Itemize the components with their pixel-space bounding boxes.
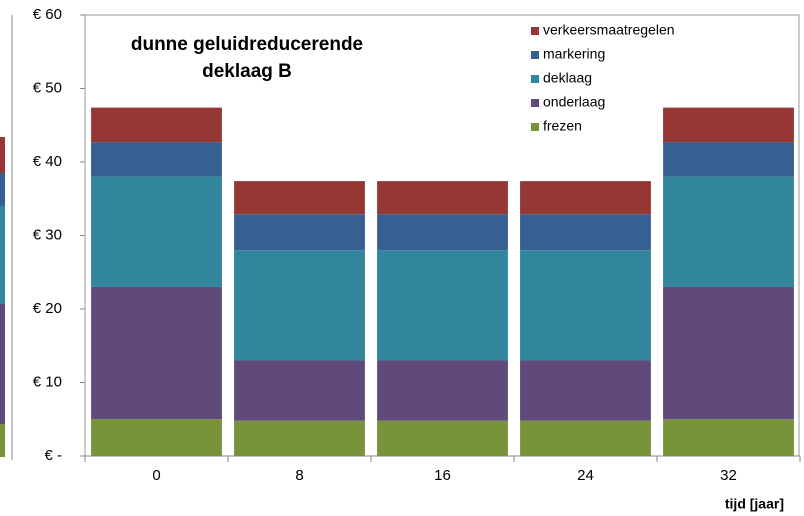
- bar-segment: [234, 250, 365, 361]
- y-tick-label: € 20: [33, 300, 62, 317]
- legend-swatch: [531, 51, 539, 59]
- x-tick-label: 24: [577, 467, 594, 484]
- bar-segment: [234, 360, 365, 421]
- bar-segment: [663, 286, 794, 420]
- x-tick-label: 0: [152, 467, 160, 484]
- neighbor-chart-fragment: [0, 15, 13, 460]
- neighbor-segment: [0, 206, 5, 304]
- y-tick-label: € 30: [33, 226, 62, 243]
- bar-segment: [520, 181, 651, 215]
- bar-segment: [663, 107, 794, 143]
- neighbor-segment: [0, 304, 5, 424]
- legend-swatch: [531, 27, 539, 35]
- bar-segment: [91, 142, 222, 177]
- bar-segment: [377, 360, 508, 421]
- y-tick-label: € -: [44, 447, 62, 464]
- y-tick-label: € 60: [33, 6, 62, 23]
- x-tick-label: 16: [434, 467, 451, 484]
- bar-segment: [91, 286, 222, 420]
- x-tick-label: 32: [720, 467, 737, 484]
- bar-segment: [520, 420, 651, 456]
- chart-title: deklaag B: [202, 61, 292, 82]
- bar-segment: [663, 419, 794, 456]
- chart-title: dunne geluidreducerende: [131, 34, 363, 55]
- x-tick-label: 8: [295, 467, 303, 484]
- bar-segment: [91, 419, 222, 456]
- legend-label: frezen: [543, 118, 582, 134]
- bar-segment: [520, 214, 651, 251]
- legend-label: verkeersmaatregelen: [543, 22, 675, 38]
- legend-swatch: [531, 123, 539, 131]
- legend-swatch: [531, 99, 539, 107]
- neighbor-segment: [0, 173, 5, 206]
- bar-segment: [520, 250, 651, 361]
- bar-segment: [234, 420, 365, 456]
- bar-segment: [377, 181, 508, 215]
- neighbor-segment: [0, 137, 5, 173]
- y-tick-label: € 40: [33, 153, 62, 170]
- bar-segment: [520, 360, 651, 421]
- bar-segment: [377, 250, 508, 361]
- legend-label: markering: [543, 46, 605, 62]
- bar-segment: [234, 181, 365, 215]
- y-tick-label: € 50: [33, 79, 62, 96]
- bar-segment: [377, 420, 508, 456]
- legend-label: onderlaag: [543, 94, 605, 110]
- bar-segment: [91, 107, 222, 143]
- bar-segment: [663, 142, 794, 177]
- y-tick-label: € 10: [33, 373, 62, 390]
- bar-segment: [377, 214, 508, 251]
- bar-segment: [663, 176, 794, 287]
- bar-segment: [91, 176, 222, 287]
- bar-segment: [234, 214, 365, 251]
- legend-swatch: [531, 75, 539, 83]
- legend-label: deklaag: [543, 70, 592, 86]
- neighbor-segment: [0, 424, 5, 457]
- x-axis-label: tijd [jaar]: [725, 496, 784, 512]
